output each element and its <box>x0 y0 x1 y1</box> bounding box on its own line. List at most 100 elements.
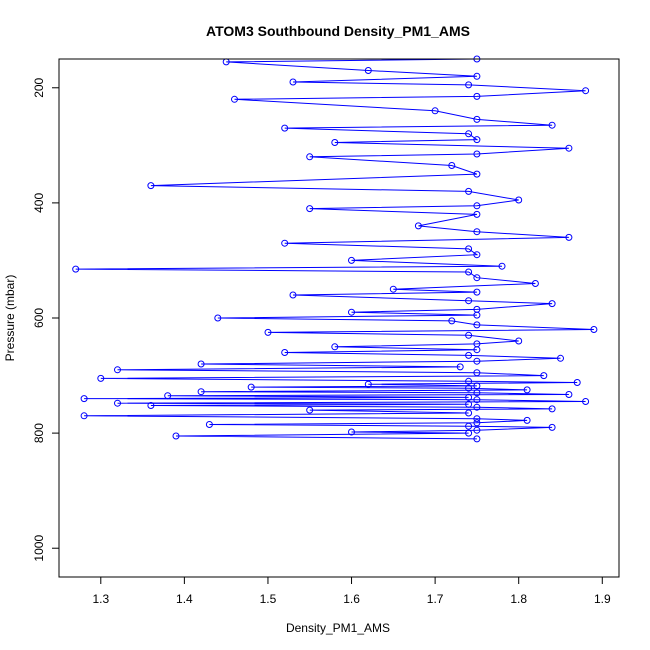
data-point <box>473 251 481 259</box>
data-point <box>465 409 473 417</box>
data-point <box>465 351 473 359</box>
data-point <box>114 399 121 407</box>
x-tick-label: 1.3 <box>92 592 109 606</box>
data-point <box>465 422 473 430</box>
series-line <box>75 58 594 440</box>
data-point <box>80 395 88 403</box>
data-point <box>473 419 481 427</box>
data-point <box>473 415 481 423</box>
data-point <box>473 136 481 144</box>
x-tick-label: 1.7 <box>427 592 444 606</box>
data-point <box>114 366 121 374</box>
data-point <box>264 328 272 336</box>
data-point <box>289 291 297 299</box>
data-point <box>473 202 481 210</box>
data-point <box>565 233 573 241</box>
data-point <box>473 311 481 319</box>
data-point <box>582 398 590 405</box>
data-point <box>473 210 481 218</box>
data-point <box>389 285 397 293</box>
x-tick-label: 1.4 <box>176 592 193 606</box>
data-point <box>473 92 481 100</box>
data-point <box>289 78 297 86</box>
data-point <box>465 245 473 253</box>
data-point <box>515 337 523 345</box>
data-point <box>590 326 598 333</box>
y-tick-label: 400 <box>32 193 46 213</box>
data-point <box>197 388 205 396</box>
data-point <box>164 392 172 400</box>
plot-frame <box>58 58 620 578</box>
data-point <box>473 426 481 434</box>
data-point <box>473 396 481 404</box>
data-point <box>172 432 180 440</box>
chart-title: ATOM3 Southbound Density_PM1_AMS <box>206 23 470 39</box>
data-point <box>473 228 481 236</box>
data-point <box>548 423 556 431</box>
data-point <box>557 354 564 362</box>
data-point <box>473 274 481 282</box>
data-point <box>473 346 481 354</box>
data-point <box>473 288 481 296</box>
data-point <box>465 130 473 138</box>
data-point <box>97 374 105 382</box>
data-point <box>465 187 473 195</box>
data-point <box>465 81 473 89</box>
data-point <box>465 331 473 339</box>
y-tick-label: 600 <box>32 308 46 328</box>
data-point <box>281 124 289 132</box>
data-point <box>565 391 573 398</box>
data-point <box>523 386 531 394</box>
data-point <box>306 406 314 414</box>
x-tick-label: 1.8 <box>510 592 527 606</box>
data-point <box>364 380 372 388</box>
data-point <box>548 121 556 129</box>
data-point <box>231 95 238 103</box>
data-point <box>247 383 255 391</box>
y-tick-label: 800 <box>32 423 46 443</box>
data-point <box>214 314 222 322</box>
data-point <box>465 393 473 401</box>
y-tick-label: 200 <box>32 77 46 97</box>
x-tick-label: 1.5 <box>260 592 277 606</box>
data-point <box>306 153 314 161</box>
data-point <box>465 400 473 408</box>
y-tick-label: 1000 <box>32 535 46 562</box>
data-point <box>465 384 473 392</box>
data-point <box>473 369 481 377</box>
x-tick-label: 1.9 <box>594 592 611 606</box>
data-point <box>531 280 539 287</box>
data-point <box>548 300 556 308</box>
data-point <box>473 382 481 390</box>
data-point <box>72 265 80 273</box>
data-point <box>331 139 339 146</box>
data-point <box>473 170 481 178</box>
data-point <box>473 435 481 443</box>
data-point <box>465 268 473 276</box>
data-point <box>515 196 523 204</box>
data-point <box>473 72 481 80</box>
data-point <box>364 67 372 74</box>
data-point <box>523 416 531 424</box>
data-point <box>473 115 481 123</box>
data-point <box>498 262 506 270</box>
data-point <box>147 402 155 409</box>
x-tick-label: 1.6 <box>343 592 360 606</box>
data-point <box>473 403 481 411</box>
y-axis: 200 400 600 800 1000 <box>32 77 60 562</box>
data-point <box>431 107 439 115</box>
y-axis-label: Pressure (mbar) <box>3 275 17 362</box>
data-point <box>147 182 155 190</box>
data-point <box>573 379 581 386</box>
data-point <box>197 360 205 368</box>
data-point <box>465 297 473 305</box>
data-point <box>465 429 473 437</box>
data-point <box>281 349 289 356</box>
data-point <box>565 144 573 152</box>
data-point <box>448 317 456 325</box>
data-point <box>348 308 355 316</box>
data-point <box>465 377 473 385</box>
data-point <box>414 222 422 230</box>
data-point <box>548 405 556 413</box>
